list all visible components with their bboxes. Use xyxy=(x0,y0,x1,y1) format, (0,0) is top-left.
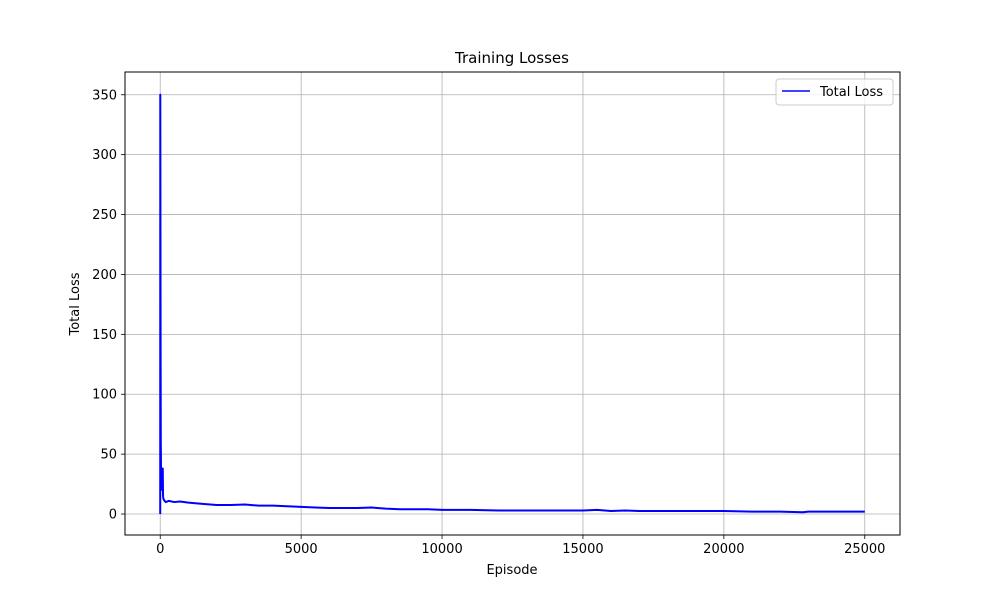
y-tick-label: 300 xyxy=(92,148,117,163)
x-tick-label: 15000 xyxy=(562,542,603,557)
y-tick-label: 0 xyxy=(109,508,117,523)
series-layer xyxy=(159,93,865,515)
chart-title: Training Losses xyxy=(454,49,569,67)
y-tick-label: 150 xyxy=(92,328,117,343)
x-axis-label: Episode xyxy=(486,563,537,578)
x-tick-label: 10000 xyxy=(421,542,462,557)
y-tick-label: 250 xyxy=(92,208,117,223)
axis-ticks: 0 5000 10000 15000 20000 25000 0 50 100 150 200 250… xyxy=(92,88,885,557)
y-axis-label: Total Loss xyxy=(68,272,83,336)
x-tick-label: 25000 xyxy=(844,542,885,557)
x-tick-label: 0 xyxy=(156,542,164,557)
y-tick-label: 100 xyxy=(92,388,117,403)
legend-label-total-loss: Total Loss xyxy=(819,85,883,100)
x-tick-label: 20000 xyxy=(703,542,744,557)
y-tick-label: 50 xyxy=(100,448,117,463)
plot-frame xyxy=(124,71,901,536)
series-line-total-loss xyxy=(159,93,865,515)
y-tick-label: 200 xyxy=(92,268,117,283)
legend: Total Loss xyxy=(775,78,894,106)
grid-lines xyxy=(125,72,900,535)
y-tick-label: 350 xyxy=(92,88,117,103)
legend-box xyxy=(775,78,894,106)
x-tick-label: 5000 xyxy=(285,542,318,557)
